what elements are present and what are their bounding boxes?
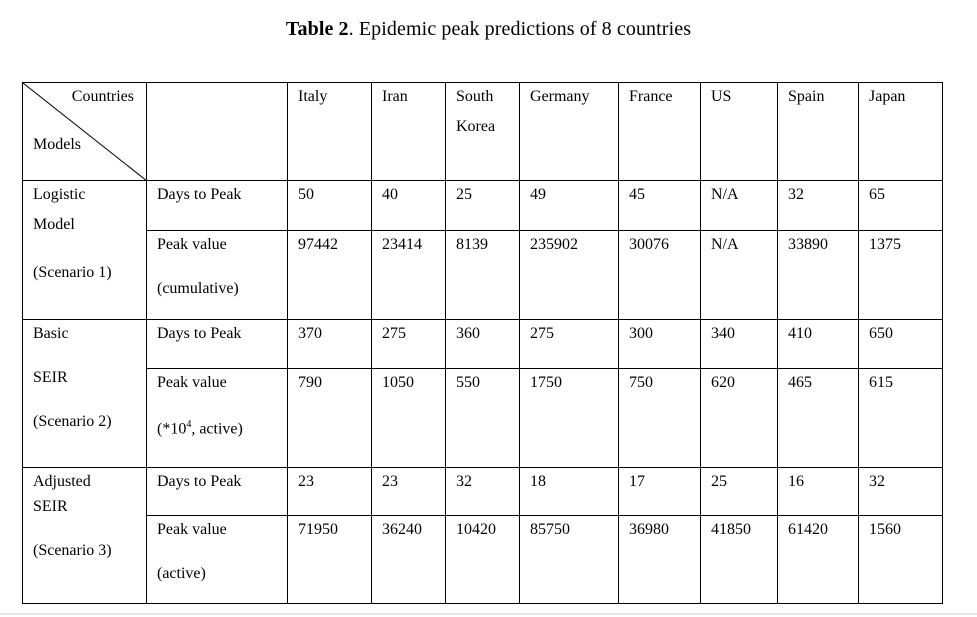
table-cell: 41850	[700, 515, 778, 604]
row-label: Days to Peak	[146, 180, 288, 231]
table-cell: 465	[777, 368, 859, 468]
table-cell: 1050	[371, 368, 446, 468]
table-cell: 340	[700, 319, 778, 369]
row-label: Peak value (active)	[146, 515, 288, 604]
table-cell: N/A	[700, 180, 778, 231]
table-cell: 620	[700, 368, 778, 468]
table-cell: 32	[777, 180, 859, 231]
countries-label: Countries	[71, 88, 134, 105]
country-header-germany: Germany	[519, 82, 619, 181]
table-row: Peak value (active) 71950 36240 10420 85…	[23, 515, 943, 604]
table-cell: 30076	[618, 230, 701, 320]
diagonal-line	[23, 83, 147, 181]
models-label: Models	[33, 136, 81, 153]
model-cell-logistic: Logistic Model (Scenario 1)	[22, 180, 147, 320]
table-cell: 49	[519, 180, 619, 231]
header-row: Countries Models Italy Iran South Korea G…	[22, 82, 943, 181]
table-cell: 370	[287, 319, 372, 369]
table-caption: Table 2. Epidemic peak predictions of 8 …	[0, 18, 977, 41]
table-cell: 550	[445, 368, 520, 468]
table-row: Adjusted SEIR (Scenario 3) Days to Peak …	[22, 467, 943, 604]
table-cell: 36980	[618, 515, 701, 604]
table-cell: 25	[445, 180, 520, 231]
table-row: Logistic Model (Scenario 1) Days to Peak…	[22, 180, 943, 320]
empty-header-cell	[146, 82, 288, 181]
table-row: Peak value (cumulative) 97442 23414 8139…	[23, 230, 943, 320]
row-label: Peak value (cumulative)	[146, 230, 288, 320]
table-row: Peak value (*104, active) 790 1050 550 1…	[23, 368, 943, 468]
table-cell: 65	[858, 180, 943, 231]
peak-predictions-table: Countries Models Italy Iran South Korea G…	[22, 82, 943, 604]
table-cell: 750	[618, 368, 701, 468]
table-cell: 23414	[371, 230, 446, 320]
country-header-france: France	[618, 82, 701, 181]
row-label: Peak value (*104, active)	[146, 368, 288, 468]
table-cell: 410	[777, 319, 859, 369]
country-header-south-korea: South Korea	[445, 82, 520, 181]
table-cell: 32	[445, 467, 520, 516]
table-cell: 1560	[858, 515, 943, 604]
table-cell: N/A	[700, 230, 778, 320]
table-cell: 235902	[519, 230, 619, 320]
row-label: Days to Peak	[146, 467, 288, 516]
table-cell: 615	[858, 368, 943, 468]
row-label: Days to Peak	[146, 319, 288, 369]
table-row: Basic SEIR (Scenario 2) Days to Peak 370…	[22, 319, 943, 468]
table-cell: 8139	[445, 230, 520, 320]
table-cell: 360	[445, 319, 520, 369]
table-cell: 275	[519, 319, 619, 369]
page-divider	[0, 613, 977, 615]
table-cell: 40	[371, 180, 446, 231]
table-cell: 18	[519, 467, 619, 516]
model-cell-adjusted-seir: Adjusted SEIR (Scenario 3)	[22, 467, 147, 604]
country-header-spain: Spain	[777, 82, 859, 181]
table-cell: 45	[618, 180, 701, 231]
table-cell: 25	[700, 467, 778, 516]
country-header-us: US	[700, 82, 778, 181]
table-caption-text: . Epidemic peak predictions of 8 countri…	[348, 18, 692, 40]
country-header-italy: Italy	[287, 82, 372, 181]
table-cell: 32	[858, 467, 943, 516]
table-cell: 790	[287, 368, 372, 468]
table-cell: 300	[618, 319, 701, 369]
table-cell: 17	[618, 467, 701, 516]
table-cell: 36240	[371, 515, 446, 604]
table-cell: 50	[287, 180, 372, 231]
table-cell: 71950	[287, 515, 372, 604]
country-header-iran: Iran	[371, 82, 446, 181]
table-cell: 97442	[287, 230, 372, 320]
model-cell-basic-seir: Basic SEIR (Scenario 2)	[22, 319, 147, 468]
table-cell: 275	[371, 319, 446, 369]
table-cell: 23	[371, 467, 446, 516]
table-cell: 23	[287, 467, 372, 516]
table-cell: 61420	[777, 515, 859, 604]
table-cell: 16	[777, 467, 859, 516]
country-header-japan: Japan	[858, 82, 943, 181]
table-caption-label: Table 2	[285, 18, 349, 40]
table-cell: 85750	[519, 515, 619, 604]
table-cell: 33890	[777, 230, 859, 320]
table-cell: 650	[858, 319, 943, 369]
diagonal-header-cell: Countries Models	[22, 82, 147, 181]
table-cell: 1750	[519, 368, 619, 468]
table-cell: 1375	[858, 230, 943, 320]
table-cell: 10420	[445, 515, 520, 604]
